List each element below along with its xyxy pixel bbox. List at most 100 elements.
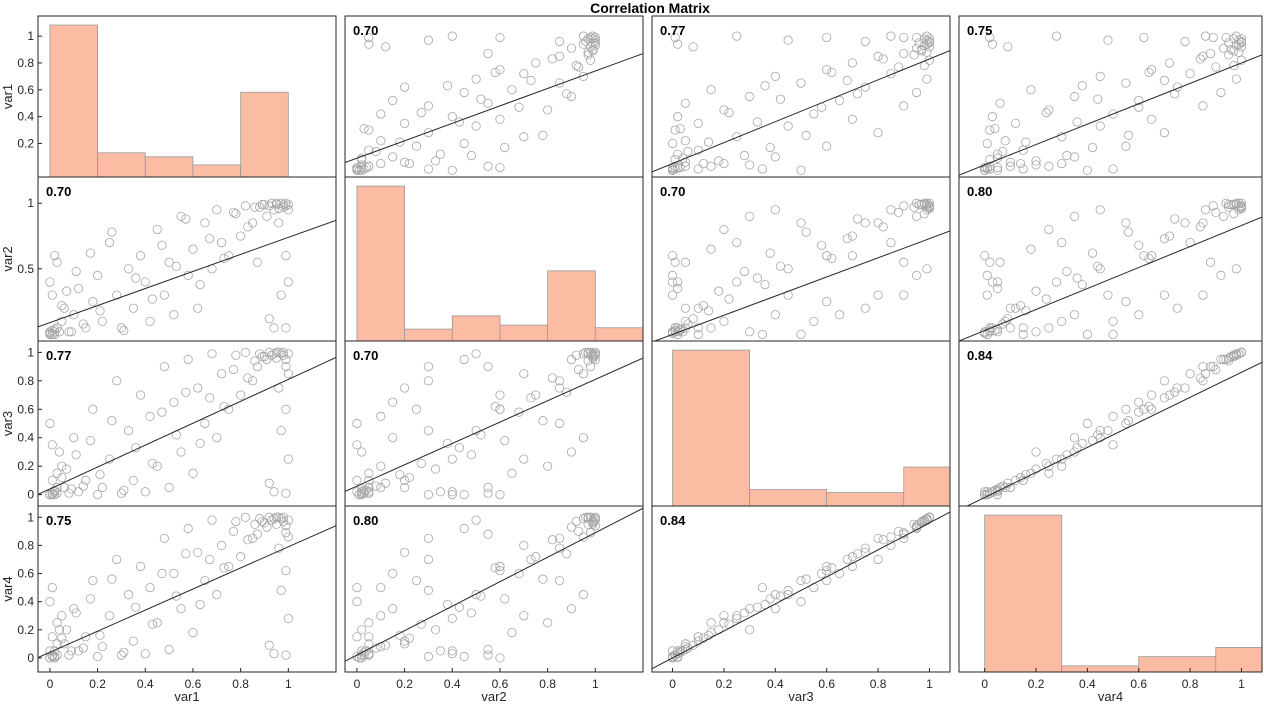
scatter-point [1041,108,1051,118]
scatter-point [1051,31,1062,41]
scatter-point [878,222,888,232]
scatter-point [922,35,932,45]
panel-marks [49,24,289,177]
scatter-point [543,105,553,115]
y-tick-label: 0.4 [17,595,34,609]
scatter-point [274,218,284,228]
scatter-point [842,234,852,244]
scatter-point [1072,273,1082,283]
scatter-point [1121,418,1131,429]
scatter-point [147,458,158,468]
scatter-point [1057,158,1067,169]
scatter-point [578,349,589,359]
scatter-point [801,574,811,584]
scatter-point [1229,352,1239,362]
scatter-point [388,568,398,579]
scatter-point [1208,201,1218,211]
scatter-point [52,618,62,628]
scatter-point [283,199,293,210]
scatter-point [283,515,293,525]
scatter-point [667,165,678,175]
scatter-point [922,74,932,84]
scatter-point [680,257,690,267]
scatter-point [796,329,806,340]
scatter-point [69,433,79,443]
scatter-point [894,526,904,536]
scatter-point [231,350,241,360]
scatter-point [680,136,690,146]
scatter-point [276,514,286,524]
scatter-point [57,633,67,643]
scatter-point [732,132,742,142]
hist-bar-var1-2 [144,156,194,177]
scatter-point [459,87,469,98]
scatter-point [1218,211,1229,221]
scatter-point [352,487,362,497]
scatter-point [673,283,683,294]
scatter-point [693,329,703,340]
scatter-point [47,290,57,300]
correlation-label-var2-var4: 0.80 [967,184,992,199]
scatter-point [276,349,286,359]
scatter-point [912,270,922,280]
scatter-point [1206,257,1216,267]
scatter-point [71,450,81,460]
scatter-point [157,407,167,417]
scatter-point [252,362,262,372]
scatter-point [1016,158,1026,169]
scatter-point [483,48,493,59]
scatter-point [1229,61,1239,71]
scatter-point [1003,314,1013,324]
scatter-point [842,554,852,565]
y-axis-label-var1: var1 [0,84,15,109]
scatter-point [52,257,62,267]
scatter-point [269,323,279,333]
scatter-point [116,488,127,498]
scatter-point [1108,109,1118,119]
scatter-point [364,632,374,642]
x-tick-label: 0.8 [539,677,556,691]
scatter-point [538,130,548,141]
scatter-point [998,319,1008,329]
x-tick-label: 0.8 [870,677,887,691]
scatter-point [267,198,277,208]
scatter-point [176,447,186,457]
correlation-label-var1-var4: 0.75 [967,23,992,38]
scatter-point [917,516,927,527]
scatter-point [822,65,832,75]
scatter-point [243,222,253,232]
scatter-point [64,488,74,498]
scatter-point [1095,71,1105,81]
scatter-point [224,561,234,572]
scatter-point [459,354,469,365]
scatter-point [490,67,500,77]
scatter-point [1093,430,1103,440]
scatter-point [1208,362,1218,372]
scatter-point [752,602,762,612]
panel-var4-vs-var4: 0 0.2 0.4 0.6 0.8 1 [958,505,1263,691]
scatter-point [212,205,222,215]
scatter-point [364,32,374,43]
scatter-point [1211,207,1221,218]
scatter-point [1198,290,1208,300]
scatter-point [50,324,60,334]
scatter-point [562,89,572,99]
scatter-point [212,433,222,443]
scatter-point [357,488,367,498]
scatter-point [873,290,883,300]
scatter-point [1236,347,1247,357]
scatter-point [352,418,362,429]
scatter-point [724,108,734,118]
scatter-point [107,416,117,426]
scatter-point [547,373,558,383]
scatter-point [140,487,150,497]
panel-frame [37,340,337,507]
y-tick-label: 0.2 [17,623,34,637]
x-tick-label: 0.6 [1130,677,1147,691]
scatter-point [1044,468,1054,478]
scatter-point [847,58,857,68]
scatter-point [590,354,600,365]
scatter-point [667,251,678,261]
scatter-point [706,323,716,333]
scatter-point [459,651,469,662]
